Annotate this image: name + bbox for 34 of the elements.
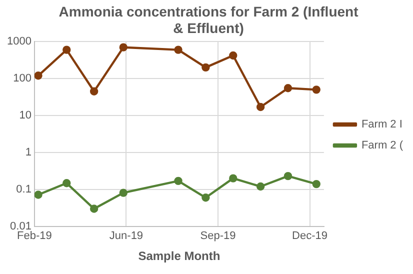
y-tick-label: 100 (13, 72, 32, 85)
point (90, 87, 98, 96)
legend-label: Farm 2 I (361, 118, 402, 131)
point (174, 176, 182, 186)
point (34, 72, 42, 80)
point (284, 84, 292, 92)
legend-label: Farm 2 ( (361, 140, 404, 152)
point (256, 102, 265, 112)
x-tick-label: Feb-19 (17, 230, 52, 242)
point (256, 182, 265, 191)
y-tick-label: 0.01 (10, 220, 32, 232)
chart-title: Ammonia concentrations for Farm 2 (Influent & Effluent) (58, 3, 359, 36)
y-tick-label: 0.1 (16, 183, 32, 196)
point (202, 63, 210, 72)
y-tick-label: 1 (25, 146, 32, 159)
point (62, 46, 71, 54)
point (119, 43, 128, 52)
point (202, 194, 210, 202)
x-tick-label: Sep-19 (200, 230, 236, 242)
y-tick-label: 10 (19, 110, 32, 122)
point (90, 204, 98, 213)
x-tick-label: Dec-19 (292, 230, 328, 242)
x-axis-title: Sample Month (138, 249, 220, 264)
y-tick-label: 1000 (6, 36, 32, 48)
point (62, 179, 71, 188)
x-tick-label: Jun-19 (109, 230, 144, 242)
point (34, 190, 42, 199)
point (119, 188, 128, 197)
point (174, 46, 182, 54)
point (229, 174, 238, 182)
point (284, 172, 292, 180)
point (312, 86, 320, 94)
point (229, 51, 238, 60)
point (312, 180, 320, 188)
